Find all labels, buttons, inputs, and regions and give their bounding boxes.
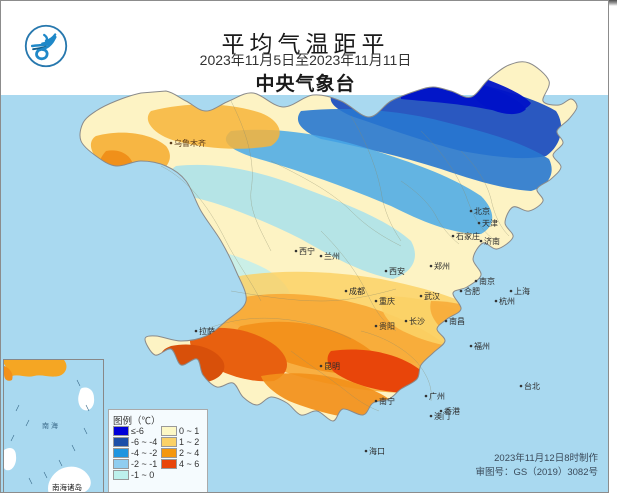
svg-text:南 海: 南 海 <box>42 421 58 430</box>
svg-text:西安: 西安 <box>389 266 405 276</box>
svg-text:长沙: 长沙 <box>409 316 425 326</box>
svg-text:西宁: 西宁 <box>299 246 315 256</box>
svg-text:南昌: 南昌 <box>449 316 465 326</box>
svg-text:成都: 成都 <box>349 286 365 296</box>
svg-text:北京: 北京 <box>474 206 490 216</box>
svg-text:澳门: 澳门 <box>434 411 450 421</box>
svg-text:贵阳: 贵阳 <box>379 321 395 331</box>
svg-text:南京: 南京 <box>479 276 495 286</box>
svg-text:福州: 福州 <box>474 342 490 351</box>
svg-text:石家庄: 石家庄 <box>456 231 480 241</box>
svg-text:拉萨: 拉萨 <box>199 326 215 336</box>
svg-text:重庆: 重庆 <box>379 296 395 306</box>
svg-text:乌鲁木齐: 乌鲁木齐 <box>174 138 206 148</box>
svg-text:杭州: 杭州 <box>499 296 515 306</box>
svg-text:南海诸岛: 南海诸岛 <box>52 482 82 492</box>
svg-text:广州: 广州 <box>429 391 445 401</box>
svg-text:海口: 海口 <box>369 446 385 456</box>
svg-text:上海: 上海 <box>514 286 530 296</box>
svg-text:郑州: 郑州 <box>434 261 450 271</box>
svg-text:济南: 济南 <box>484 236 500 246</box>
svg-text:天津: 天津 <box>482 218 498 228</box>
svg-text:昆明: 昆明 <box>324 362 340 371</box>
svg-text:武汉: 武汉 <box>424 291 440 301</box>
svg-text:合肥: 合肥 <box>464 286 480 296</box>
svg-text:兰州: 兰州 <box>324 251 340 261</box>
svg-text:台北: 台北 <box>524 381 540 391</box>
svg-text:南宁: 南宁 <box>379 396 395 406</box>
